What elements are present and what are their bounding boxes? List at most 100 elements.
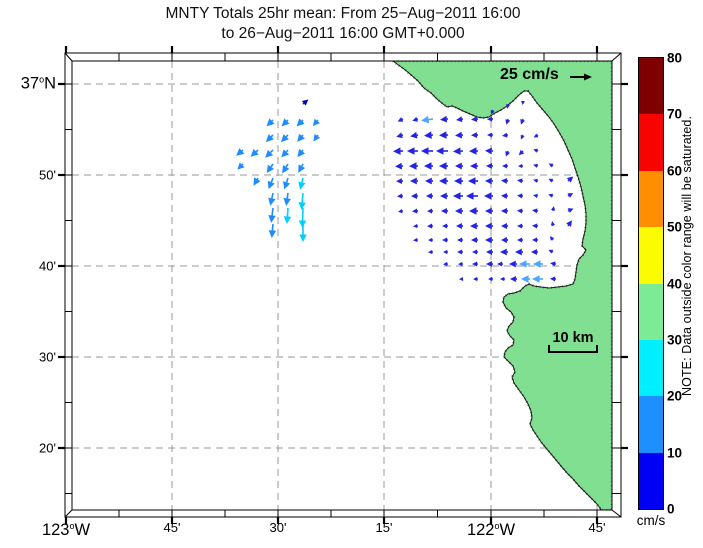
- current-vector-head: [500, 248, 507, 256]
- current-vector-head: [517, 223, 523, 229]
- current-vector-head: [440, 192, 447, 200]
- figure-title: MNTY Totals 25hr mean: From 25−Aug−2011 …: [0, 4, 686, 44]
- current-vector-head: [424, 131, 432, 139]
- figure-title-line1: MNTY Totals 25hr mean: From 25−Aug−2011 …: [165, 5, 521, 22]
- current-vector: [301, 119, 304, 122]
- current-vector-head: [236, 148, 245, 156]
- current-vector-head: [459, 277, 464, 281]
- colorbar-tick-value: 80: [667, 50, 683, 66]
- current-vector: [286, 119, 289, 122]
- current-vector: [271, 192, 274, 199]
- current-vector-head: [299, 234, 307, 242]
- current-vector-head: [502, 132, 508, 138]
- current-vector-head: [456, 223, 462, 229]
- current-vector-head: [567, 208, 574, 213]
- current-vector-head: [266, 164, 275, 174]
- current-vector: [271, 223, 274, 231]
- current-vector-head: [455, 162, 462, 170]
- current-vector: [567, 179, 570, 182]
- current-vector-head: [312, 118, 320, 127]
- current-vector-head: [488, 276, 493, 282]
- current-vector-head: [280, 134, 289, 143]
- current-vector: [521, 150, 524, 153]
- colorbar-tick-value: 10: [667, 445, 683, 461]
- current-vector-head: [395, 162, 403, 170]
- current-vector-head: [398, 209, 403, 214]
- y-axis-tick-label: 50': [39, 167, 56, 183]
- current-vector-head: [410, 131, 418, 139]
- current-vector: [241, 149, 244, 152]
- current-vector: [316, 119, 319, 122]
- x-axis-tick-label: 45': [163, 520, 181, 535]
- current-vector-head: [301, 99, 309, 106]
- current-vector-head: [458, 261, 463, 267]
- colorbar-tick-value: 70: [667, 106, 683, 122]
- current-vector-head: [427, 223, 433, 229]
- current-vector-head: [410, 177, 417, 185]
- current-vector-head: [532, 275, 540, 283]
- colorbar-segment: [639, 227, 663, 284]
- current-vector-head: [487, 132, 493, 138]
- current-vector-head: [548, 249, 554, 254]
- current-vector-head: [412, 116, 418, 122]
- current-vector-head: [298, 202, 306, 210]
- current-vector-head: [471, 237, 477, 243]
- current-vector-head: [457, 237, 463, 243]
- colorbar-tick-value: 20: [667, 388, 683, 404]
- current-vector-head: [313, 134, 321, 142]
- current-vector-head: [490, 109, 495, 115]
- current-vector: [285, 134, 289, 138]
- current-vector-head: [517, 193, 523, 199]
- current-vector-head: [502, 163, 508, 169]
- current-vector-head: [466, 192, 474, 200]
- current-vector-head: [469, 147, 477, 155]
- current-vector-head: [424, 162, 432, 170]
- current-vector-head: [551, 206, 556, 211]
- y-axis-tick-label: 30': [39, 349, 56, 365]
- current-vector-head: [485, 236, 492, 244]
- current-vector: [285, 149, 289, 153]
- current-vector-head: [469, 207, 477, 215]
- current-vector-head: [453, 147, 461, 155]
- colorbar-segment: [639, 114, 663, 171]
- current-vector-head: [298, 164, 306, 173]
- x-axis-tick-label: 123oW: [41, 521, 91, 539]
- current-vector-head: [443, 261, 448, 267]
- current-vector-head: [439, 162, 447, 170]
- current-vector-head: [442, 237, 448, 243]
- current-vector-head: [457, 249, 463, 255]
- colorbar-tick-value: 60: [667, 163, 683, 179]
- current-vector: [567, 224, 570, 227]
- current-vector-head: [268, 214, 276, 223]
- current-vector-head: [519, 260, 527, 268]
- current-vector-head: [486, 261, 492, 267]
- x-axis-tick-label: 30': [269, 520, 287, 535]
- colorbar-segment: [639, 339, 663, 397]
- y-axis-tick-label: 40': [39, 258, 56, 274]
- current-vector: [301, 163, 304, 167]
- current-vector-head: [486, 163, 493, 169]
- x-axis-tick-label: 122oW: [466, 521, 516, 539]
- current-vector-head: [441, 208, 447, 214]
- current-vector: [301, 149, 304, 152]
- current-vector-head: [510, 276, 516, 282]
- current-vector-head: [548, 193, 554, 198]
- current-vector-head: [548, 178, 554, 183]
- current-vector: [255, 149, 259, 153]
- current-vector-head: [567, 193, 574, 198]
- current-vector-head: [473, 276, 478, 282]
- current-vector-head: [517, 208, 523, 214]
- current-vector-head: [397, 193, 403, 199]
- current-vector-head: [281, 118, 290, 127]
- current-vector-head: [468, 177, 476, 185]
- current-vector: [285, 177, 289, 183]
- current-vector-head: [521, 275, 529, 283]
- current-vector-head: [267, 180, 275, 190]
- current-vector-head: [520, 134, 525, 140]
- current-vector-head: [268, 230, 277, 238]
- colorbar-segment: [639, 58, 663, 115]
- current-vector-head: [428, 237, 433, 243]
- y-axis-tick-label: 37oN: [20, 74, 56, 93]
- current-vector: [285, 163, 289, 168]
- current-vector-head: [407, 147, 415, 155]
